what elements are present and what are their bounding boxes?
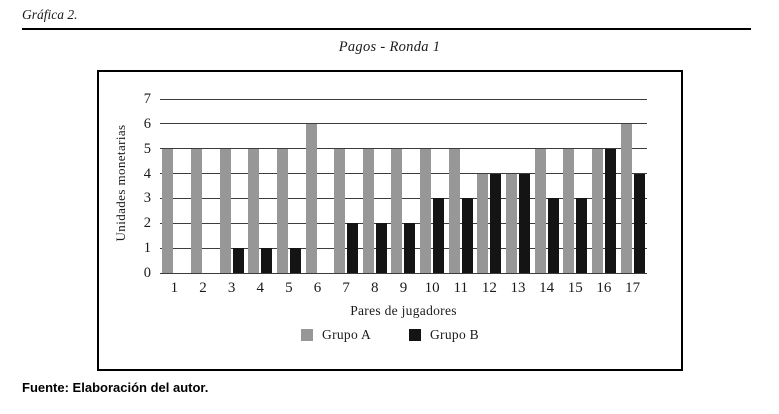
bar-grupo-a xyxy=(448,148,460,273)
bar-group xyxy=(618,99,647,273)
legend-item-grupo-a: Grupo A xyxy=(301,327,371,343)
bar-grupo-a xyxy=(362,148,374,273)
x-tick-label: 10 xyxy=(424,280,440,296)
x-tick-label: 4 xyxy=(256,280,264,296)
x-tick-label: 9 xyxy=(399,280,408,296)
gridline xyxy=(160,123,647,125)
chart-title: Pagos - Ronda 1 xyxy=(338,39,441,55)
gridline xyxy=(160,98,647,100)
bar-grupo-a xyxy=(190,148,202,273)
bar-grupo-b xyxy=(289,248,301,273)
bar-grupo-a xyxy=(276,148,288,273)
x-tick-label: 8 xyxy=(371,280,379,296)
y-ticks: 0 1 2 3 4 5 6 7 xyxy=(99,91,151,281)
gridline xyxy=(160,197,647,199)
source-note: Fuente: Elaboración del autor. xyxy=(22,380,209,395)
bar-group xyxy=(561,99,590,273)
bar-grupo-a xyxy=(534,148,546,273)
bar-grupo-a xyxy=(591,148,603,273)
x-tick-label: 3 xyxy=(227,280,236,296)
bar-grupo-b xyxy=(375,223,387,273)
bar-grupo-a xyxy=(219,148,231,273)
bar-grupo-a xyxy=(305,123,317,273)
bars xyxy=(160,99,647,273)
bar-group xyxy=(475,99,504,273)
gridline xyxy=(160,148,647,150)
gridline xyxy=(160,222,647,224)
bar-group xyxy=(275,99,304,273)
bar-grupo-a xyxy=(334,148,346,273)
bar-group xyxy=(360,99,389,273)
bar-group xyxy=(532,99,561,273)
bar-group xyxy=(160,99,189,273)
x-tick-label: 2 xyxy=(199,280,207,296)
y-tick-label: 7 xyxy=(143,91,151,107)
bar-grupo-b xyxy=(604,148,616,273)
x-tick-label: 14 xyxy=(539,280,555,296)
legend-swatch-icon xyxy=(409,329,421,341)
horizontal-rule xyxy=(22,28,751,30)
bar-grupo-a xyxy=(248,148,260,273)
bar-grupo-b xyxy=(547,198,559,273)
x-tick-label: 17 xyxy=(625,280,641,296)
x-tick-label: 6 xyxy=(313,280,322,296)
bar-grupo-a xyxy=(420,148,432,273)
bar-grupo-b xyxy=(433,198,445,273)
y-tick-label: 6 xyxy=(143,115,151,132)
x-tick-label: 13 xyxy=(510,280,526,296)
bar-grupo-b xyxy=(490,173,502,273)
legend-item-grupo-b: Grupo B xyxy=(409,327,479,343)
bar-group xyxy=(389,99,418,273)
x-tick-label: 11 xyxy=(453,280,468,296)
bar-grupo-a xyxy=(620,123,632,273)
x-tick-label: 15 xyxy=(567,280,583,296)
legend-swatch-icon xyxy=(301,329,314,341)
bar-grupo-b xyxy=(261,248,273,273)
x-tick-label: 16 xyxy=(596,280,612,296)
x-tick-label: 5 xyxy=(285,280,293,296)
bar-grupo-b xyxy=(232,248,244,273)
y-tick-label: 2 xyxy=(143,215,151,232)
gridline xyxy=(160,173,647,175)
bar-grupo-b xyxy=(633,173,645,273)
bar-grupo-a xyxy=(563,148,575,273)
bar-group xyxy=(246,99,275,273)
x-tick-label: 12 xyxy=(481,280,497,296)
gridline xyxy=(160,272,647,274)
bar-group xyxy=(504,99,533,273)
legend-label: Grupo B xyxy=(430,327,479,342)
bar-grupo-b xyxy=(576,198,588,273)
y-tick-label: 1 xyxy=(143,240,151,257)
y-tick-label: 3 xyxy=(143,190,151,207)
y-tick-label: 5 xyxy=(143,140,151,157)
legend: Grupo A Grupo B xyxy=(99,327,681,343)
figure-label: Gráfica 2. xyxy=(22,7,78,22)
bar-group xyxy=(446,99,475,273)
bar-grupo-a xyxy=(477,173,489,273)
legend-label: Grupo A xyxy=(322,327,371,342)
bar-grupo-b xyxy=(519,173,530,273)
bar-group xyxy=(303,99,332,273)
bar-group xyxy=(418,99,447,273)
x-tick-label: 7 xyxy=(342,280,350,296)
bar-group xyxy=(332,99,361,273)
y-tick-label: 4 xyxy=(143,165,151,182)
bar-group xyxy=(189,99,218,273)
y-tick-label: 0 xyxy=(143,265,151,281)
bar-group xyxy=(217,99,246,273)
bar-grupo-a xyxy=(391,148,403,273)
bar-grupo-a xyxy=(506,173,517,273)
bar-group xyxy=(590,99,619,273)
x-ticks: 1 2 3 4 5 6 7 8 9 10 11 12 13 14 15 16 17 xyxy=(160,280,647,297)
bar-grupo-b xyxy=(404,223,416,273)
x-tick-label: 1 xyxy=(170,280,179,296)
bar-grupo-b xyxy=(347,223,359,273)
gridline xyxy=(160,247,647,249)
x-axis-title: Pares de jugadores xyxy=(350,303,457,318)
plot-area xyxy=(160,98,647,274)
bar-grupo-a xyxy=(162,148,174,273)
bar-grupo-b xyxy=(461,198,473,273)
